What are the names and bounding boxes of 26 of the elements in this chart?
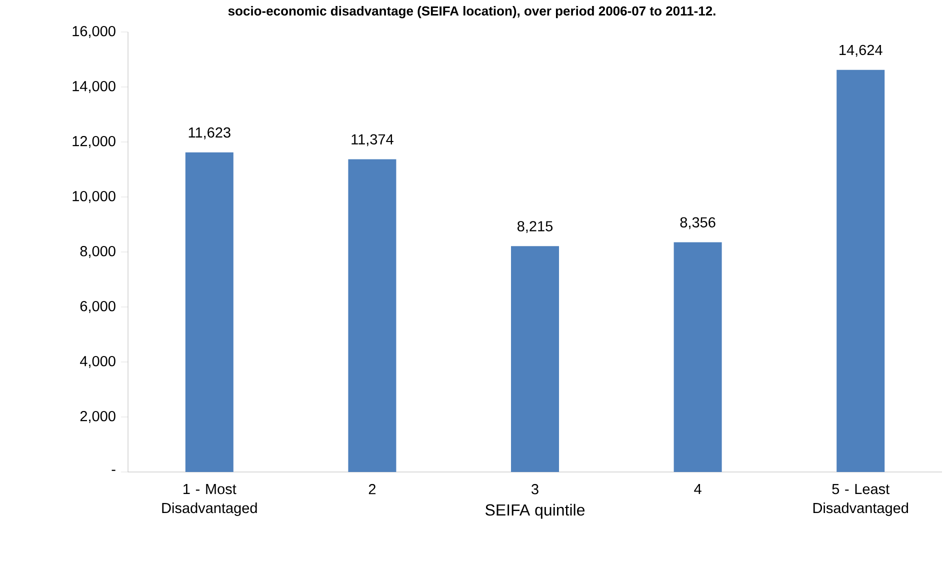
x-tick-label: 5 - Least Disadvantaged bbox=[813, 484, 908, 516]
y-tick-label: 4,000 bbox=[80, 356, 116, 368]
data-label: 14,624 bbox=[840, 44, 882, 57]
chart-title: socio-economic disadvantage (SEIFA location), over period 2006-07 to 2011-12. bbox=[228, 6, 716, 18]
bar bbox=[348, 159, 396, 472]
bar bbox=[674, 242, 722, 472]
y-tick-label: 12,000 bbox=[72, 136, 116, 148]
y-tick-label: 14,000 bbox=[72, 81, 116, 93]
y-tick-label: 10,000 bbox=[72, 191, 116, 203]
y-tick-label: - bbox=[112, 470, 116, 471]
bar bbox=[511, 246, 560, 472]
x-tick-label: 2 bbox=[368, 484, 376, 494]
y-tick-label: 2,000 bbox=[80, 411, 116, 423]
data-label: 8,215 bbox=[517, 221, 553, 234]
data-label: 11,374 bbox=[352, 134, 394, 146]
y-tick-label: 16,000 bbox=[72, 26, 116, 38]
x-tick-label: 1 - Most Disadvantaged bbox=[162, 484, 257, 516]
x-axis-title: SEIFA quintile bbox=[485, 504, 585, 519]
y-tick-label: 6,000 bbox=[80, 301, 116, 313]
y-tick-label: 8,000 bbox=[80, 246, 116, 258]
bar bbox=[836, 70, 885, 472]
bar bbox=[185, 152, 234, 472]
data-label: 8,356 bbox=[680, 217, 716, 230]
data-label: 11,623 bbox=[188, 127, 230, 140]
x-tick-label: 3 bbox=[532, 484, 538, 494]
x-tick-label: 4 bbox=[694, 484, 702, 494]
